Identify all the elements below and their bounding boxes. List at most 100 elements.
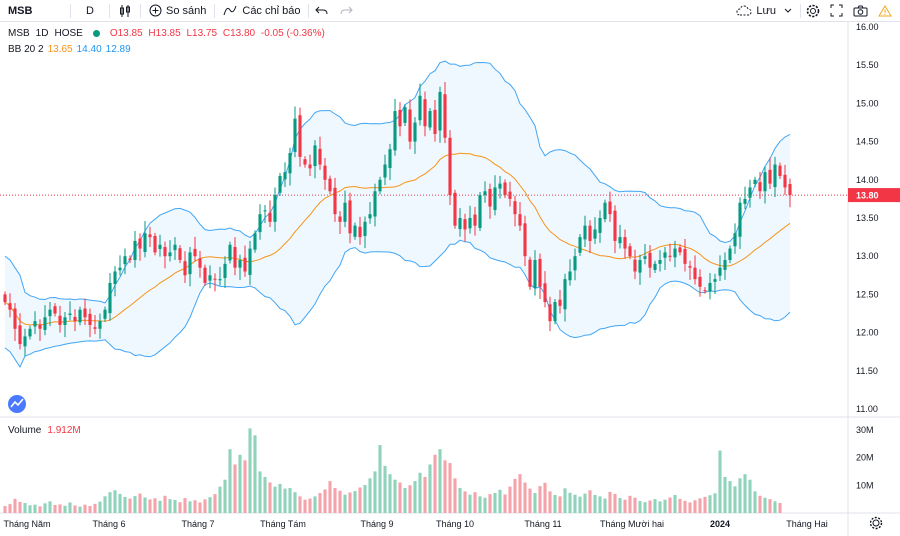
volume-bar	[188, 501, 192, 513]
volume-bar	[428, 464, 432, 513]
price-tick-label: 11.00	[856, 404, 878, 414]
undo-button[interactable]	[309, 0, 334, 22]
volume-bar	[78, 506, 82, 513]
volume-bar	[88, 506, 92, 513]
candle-body	[443, 94, 447, 138]
volume-bar	[378, 445, 382, 513]
indicators-icon	[223, 4, 237, 17]
volume-bar	[663, 499, 667, 513]
candle-body	[53, 306, 57, 314]
candle-body	[83, 308, 87, 318]
candle-body	[383, 164, 387, 178]
volume-bar	[478, 496, 482, 513]
candle-body	[43, 317, 47, 330]
chevron-down-icon	[784, 8, 792, 14]
candle-body	[433, 109, 437, 134]
volume-bar	[533, 493, 537, 513]
volume-bar	[118, 493, 122, 513]
volume-bar	[93, 503, 97, 513]
candle-body	[448, 137, 452, 196]
candle-body	[528, 259, 532, 287]
candle-body	[113, 271, 117, 285]
volume-bar	[203, 499, 207, 513]
volume-bar	[253, 435, 257, 513]
volume-bar	[363, 484, 367, 513]
candle-body	[538, 258, 542, 287]
candle-body	[403, 107, 407, 123]
volume-bar	[383, 465, 387, 513]
candle-body	[378, 179, 382, 192]
candle-body	[288, 153, 292, 174]
legend-symbol: MSB	[8, 28, 30, 39]
volume-bar	[273, 486, 277, 513]
divider	[109, 3, 110, 18]
volume-bar	[283, 488, 287, 513]
volume-bar	[513, 478, 517, 513]
symbol-search[interactable]: MSB	[8, 4, 33, 17]
candle-body	[268, 212, 272, 222]
snapshot-button[interactable]	[848, 0, 873, 22]
volume-bar	[593, 494, 597, 513]
candle-body	[518, 214, 522, 226]
candle-body	[613, 210, 617, 241]
volume-bar	[108, 492, 112, 513]
top-toolbar: MSB D So sánh Các chỉ báo Lưu	[0, 0, 900, 22]
price-tick-label: 14.00	[856, 175, 879, 185]
volume-bar	[13, 498, 17, 513]
candle-style-button[interactable]	[110, 0, 140, 22]
volume-bar	[193, 500, 197, 513]
candle-body	[598, 218, 602, 233]
candle-body	[778, 165, 782, 176]
redo-button[interactable]	[334, 0, 359, 22]
volume-bar	[208, 497, 212, 513]
candle-body	[578, 237, 582, 253]
bb-lower-value: 12.89	[105, 44, 131, 55]
compare-button[interactable]: So sánh	[141, 0, 214, 22]
divider	[140, 3, 141, 18]
volume-bar	[723, 476, 727, 513]
volume-bar	[83, 504, 87, 513]
candle-body	[488, 188, 492, 207]
candle-body	[248, 248, 252, 275]
candle-body	[498, 183, 502, 189]
candle-body	[593, 229, 597, 239]
volume-bar	[763, 497, 767, 513]
volume-bar	[98, 501, 102, 513]
warning-button[interactable]	[873, 0, 900, 22]
volume-bar	[163, 495, 167, 513]
volume-bar	[583, 493, 587, 513]
chart-canvas[interactable]: 16.00 15.50 15.00 14.50 14.00 13.50 13.00 12.50…	[0, 22, 900, 536]
price-tick-label: 15.00	[856, 98, 879, 108]
candle-body	[13, 308, 17, 329]
plus-circle-icon	[149, 4, 162, 17]
candle-body	[103, 309, 107, 319]
candle-body	[48, 309, 52, 317]
candle-body	[628, 246, 632, 257]
candle-body	[128, 258, 132, 261]
indicators-button[interactable]: Các chỉ báo	[215, 0, 308, 22]
candle-body	[693, 267, 697, 280]
interval-selector[interactable]: D	[86, 4, 94, 17]
settings-button[interactable]	[801, 0, 825, 22]
price-tick-label: 11.50	[856, 366, 878, 376]
volume-legend: Volume 1.912M	[8, 425, 81, 436]
time-tick-label: Tháng Năm	[3, 519, 50, 529]
save-button[interactable]: Lưu	[728, 0, 800, 22]
candle-body	[258, 214, 262, 233]
camera-icon	[853, 5, 868, 17]
undo-icon	[315, 5, 328, 17]
volume-bar	[413, 481, 417, 513]
volume-bar	[308, 498, 312, 513]
candle-body	[88, 313, 92, 325]
volume-bar	[183, 498, 187, 513]
candle-body	[68, 313, 72, 316]
price-tick-label: 15.50	[856, 60, 879, 70]
volume-bar	[213, 494, 217, 513]
volume-bar	[623, 499, 627, 513]
candle-body	[58, 315, 62, 325]
volume-bar	[48, 501, 52, 513]
fullscreen-button[interactable]	[825, 0, 848, 22]
candle-body	[698, 276, 702, 287]
candle-body	[738, 202, 742, 237]
volume-bar	[353, 491, 357, 513]
